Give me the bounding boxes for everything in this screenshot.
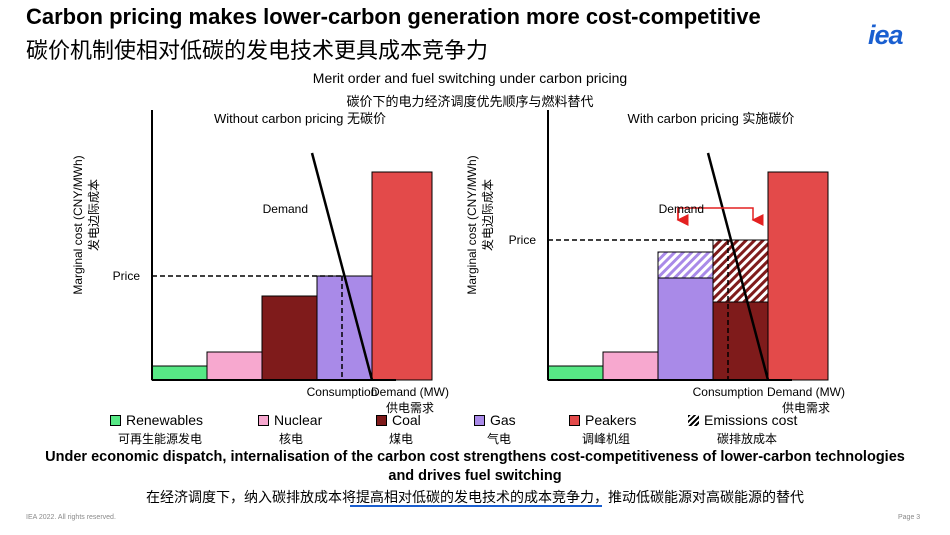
legend-label: Renewables [126, 412, 204, 428]
bar-renewables [151, 365, 208, 381]
bar-nuclear [206, 351, 263, 381]
copyright: IEA 2022. All rights reserved. [26, 514, 116, 521]
summary-zh: 在经济调度下，纳入碳排放成本将提高相对低碳的发电技术的成本竞争力，推动低碳能源对… [146, 490, 804, 506]
emissions-cost-coal [712, 239, 769, 303]
bar-coal [712, 301, 769, 381]
x-axis-label: Demand (MW) [767, 385, 845, 399]
summary-en: Under economic dispatch, internalisation… [45, 449, 905, 484]
demand-curve [310, 152, 374, 381]
bar-peakers [767, 171, 829, 381]
bar-peakers [371, 171, 433, 381]
price-label: Price [509, 233, 537, 247]
legend-label: Gas [490, 412, 516, 428]
legend-item-gas: Gas [474, 412, 516, 428]
legend-label: Emissions cost [704, 412, 798, 428]
legend-label-zh: 可再生能源发电 [118, 432, 203, 446]
legend-swatch-emissions-cost [688, 414, 699, 426]
page-number: Page 3 [898, 514, 921, 521]
demand-label: Demand [659, 202, 704, 216]
chart-title: With carbon pricing 实施碳价 [628, 111, 795, 126]
legend-label: Peakers [585, 412, 637, 428]
legend-item-emissions-cost: Emissions cost [688, 412, 797, 428]
legend-label-zh: 核电 [279, 432, 304, 446]
legend-label-zh: 气电 [487, 432, 512, 446]
emissions-cost-gas [657, 251, 714, 279]
consumption-label: Consumption [307, 385, 378, 399]
legend-swatch-gas [474, 414, 485, 426]
legend-swatch-nuclear [258, 414, 269, 426]
legend-item-nuclear: Nuclear [258, 412, 322, 428]
legend-swatch-coal [376, 414, 387, 426]
figure-title-zh: 碳价下的电力经济调度优先顺序与燃料替代 [346, 95, 594, 110]
legend-item-renewables: Renewables [110, 412, 203, 428]
legend-item-peakers: Peakers [569, 412, 636, 428]
highlight-underline [350, 505, 602, 507]
iea-logo: iea [868, 20, 904, 50]
chart-without-carbon-pricing: Without carbon pricing 无碳价 Price Demand Con… [71, 110, 449, 415]
legend-label-zh: 碳排放成本 [717, 432, 778, 446]
legend-label: Coal [392, 412, 421, 428]
legend-item-coal: Coal [376, 412, 421, 428]
legend-label-zh: 调峰机组 [582, 432, 631, 446]
page-title-zh: 碳价机制使相对低碳的发电技术更具成本竞争力 [26, 39, 489, 64]
bar-coal [261, 295, 318, 381]
x-axis-label-zh: 供电需求 [782, 401, 830, 415]
legend-swatch-renewables [110, 414, 121, 426]
y-axis-label: Marginal cost (CNY/MWh) [71, 155, 85, 294]
demand-curve [706, 152, 770, 381]
bar-renewables [547, 365, 604, 381]
y-axis-label-zh: 发电边际成本 [480, 179, 495, 251]
demand-label: Demand [263, 202, 308, 216]
page-title-en: Carbon pricing makes lower-carbon genera… [26, 4, 761, 29]
bar-nuclear [602, 351, 659, 381]
bar-gas [316, 275, 373, 381]
legend-swatch-peakers [569, 414, 580, 426]
chart-title: Without carbon pricing 无碳价 [214, 111, 386, 126]
legend-label-zh: 煤电 [389, 432, 414, 446]
y-axis-label-zh: 发电边际成本 [86, 179, 101, 251]
consumption-label: Consumption [693, 385, 764, 399]
x-axis-label-zh: 供电需求 [386, 401, 434, 415]
x-axis-label: Demand (MW) [371, 385, 449, 399]
chart-with-carbon-pricing: With carbon pricing 实施碳价 Price Demand Consu… [465, 110, 845, 415]
bar-gas [657, 277, 714, 381]
price-label: Price [113, 269, 141, 283]
y-axis-label: Marginal cost (CNY/MWh) [465, 155, 479, 294]
legend-label: Nuclear [274, 412, 323, 428]
figure-title-en: Merit order and fuel switching under car… [312, 70, 628, 86]
